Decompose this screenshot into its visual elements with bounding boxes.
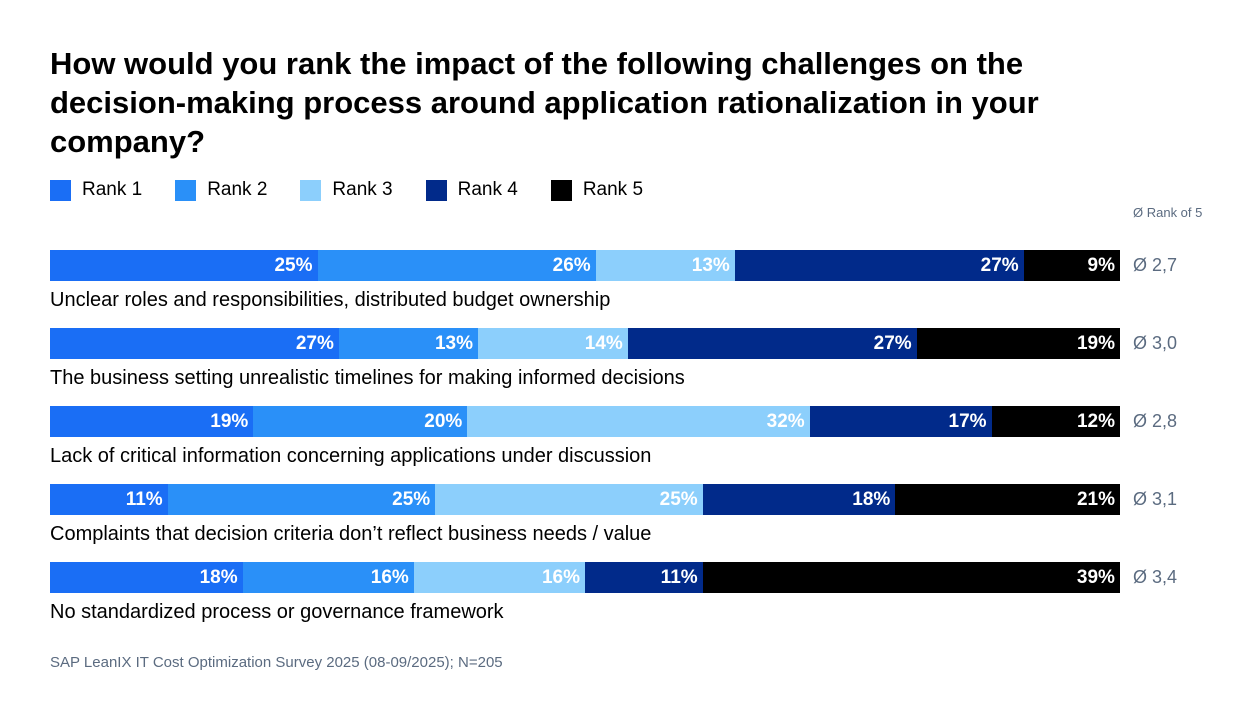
bar-segment-rank-2: 26% [317, 250, 596, 281]
bar-segment-rank-3: 13% [595, 250, 735, 281]
average-rank-value: Ø 3,0 [1133, 333, 1178, 353]
bar-segment-rank-5: 39% [702, 562, 1120, 593]
bar-segment-rank-4: 17% [809, 406, 992, 437]
bar-segment-rank-1: 18% [50, 562, 243, 593]
legend-item-rank-5: Rank 5 [550, 178, 644, 202]
category-label: No standardized process or governance fr… [50, 601, 504, 623]
bar-segment-rank-2: 13% [338, 328, 478, 359]
average-rank-value: Ø 2,8 [1133, 411, 1178, 431]
stacked-bar: 19% 20% 32% 17% 12% [50, 406, 1120, 437]
bar-segment-rank-4: 27% [734, 250, 1024, 281]
bar-segment-rank-2: 20% [253, 406, 468, 437]
legend-label: Rank 5 [582, 179, 644, 200]
category-label: The business setting unrealistic timelin… [50, 367, 685, 389]
stacked-bar: 25% 26% 13% 27% 9% [50, 250, 1120, 281]
bar-segment-rank-5: 19% [916, 328, 1120, 359]
legend-label: Rank 2 [207, 179, 268, 200]
legend-label: Rank 1 [82, 179, 143, 200]
bar-segment-rank-4: 18% [702, 484, 896, 515]
bar-segment-rank-2: 16% [242, 562, 414, 593]
average-rank-value: Ø 3,1 [1133, 489, 1178, 509]
bar-segment-rank-5: 21% [895, 484, 1120, 515]
bar-segment-rank-5: 12% [991, 406, 1120, 437]
average-rank-value: Ø 3,4 [1133, 567, 1178, 587]
legend-item-rank-2: Rank 2 [175, 178, 267, 202]
bar-segment-rank-4: 27% [627, 328, 917, 359]
legend-label: Rank 3 [332, 179, 393, 200]
legend-item-rank-1: Rank 1 [50, 178, 142, 202]
bar-segment-rank-1: 27% [50, 328, 339, 359]
legend-swatch [175, 179, 197, 201]
bar-segment-rank-5: 9% [1023, 250, 1120, 281]
bar-segment-rank-4: 11% [584, 562, 703, 593]
stacked-bar: 18% 16% 16% 11% 39% [50, 562, 1120, 593]
legend-swatch [550, 179, 572, 201]
bar-segment-rank-2: 25% [167, 484, 436, 515]
bar-segment-rank-1: 19% [50, 406, 254, 437]
stacked-bar: 27% 13% 14% 27% 19% [50, 328, 1120, 359]
chart-legend: Rank 1 Rank 2 Rank 3 Rank 4 Rank 5 [50, 178, 676, 202]
legend-swatch [425, 179, 447, 201]
category-label: Lack of critical information concerning … [50, 445, 652, 467]
legend-item-rank-4: Rank 4 [425, 178, 518, 202]
bar-segment-rank-1: 25% [50, 250, 318, 281]
bar-segment-rank-3: 14% [477, 328, 628, 359]
category-label: Complaints that decision criteria don’t … [50, 523, 652, 545]
legend-label: Rank 4 [457, 179, 518, 200]
average-rank-header: Ø Rank of 5 [1133, 205, 1203, 220]
bar-segment-rank-3: 25% [435, 484, 703, 515]
stacked-bar: 11% 25% 25% 18% 21% [50, 484, 1120, 515]
chart-title: How would you rank the impact of the fol… [50, 46, 1039, 159]
average-rank-value: Ø 2,7 [1133, 255, 1178, 275]
legend-item-rank-3: Rank 3 [300, 178, 393, 202]
bar-segment-rank-3: 16% [413, 562, 585, 593]
legend-swatch [300, 179, 322, 201]
bar-segment-rank-1: 11% [50, 484, 168, 515]
bar-segment-rank-3: 32% [467, 406, 810, 437]
legend-swatch [50, 179, 71, 201]
category-label: Unclear roles and responsibilities, dist… [50, 289, 611, 311]
source-note: SAP LeanIX IT Cost Optimization Survey 2… [50, 654, 503, 671]
